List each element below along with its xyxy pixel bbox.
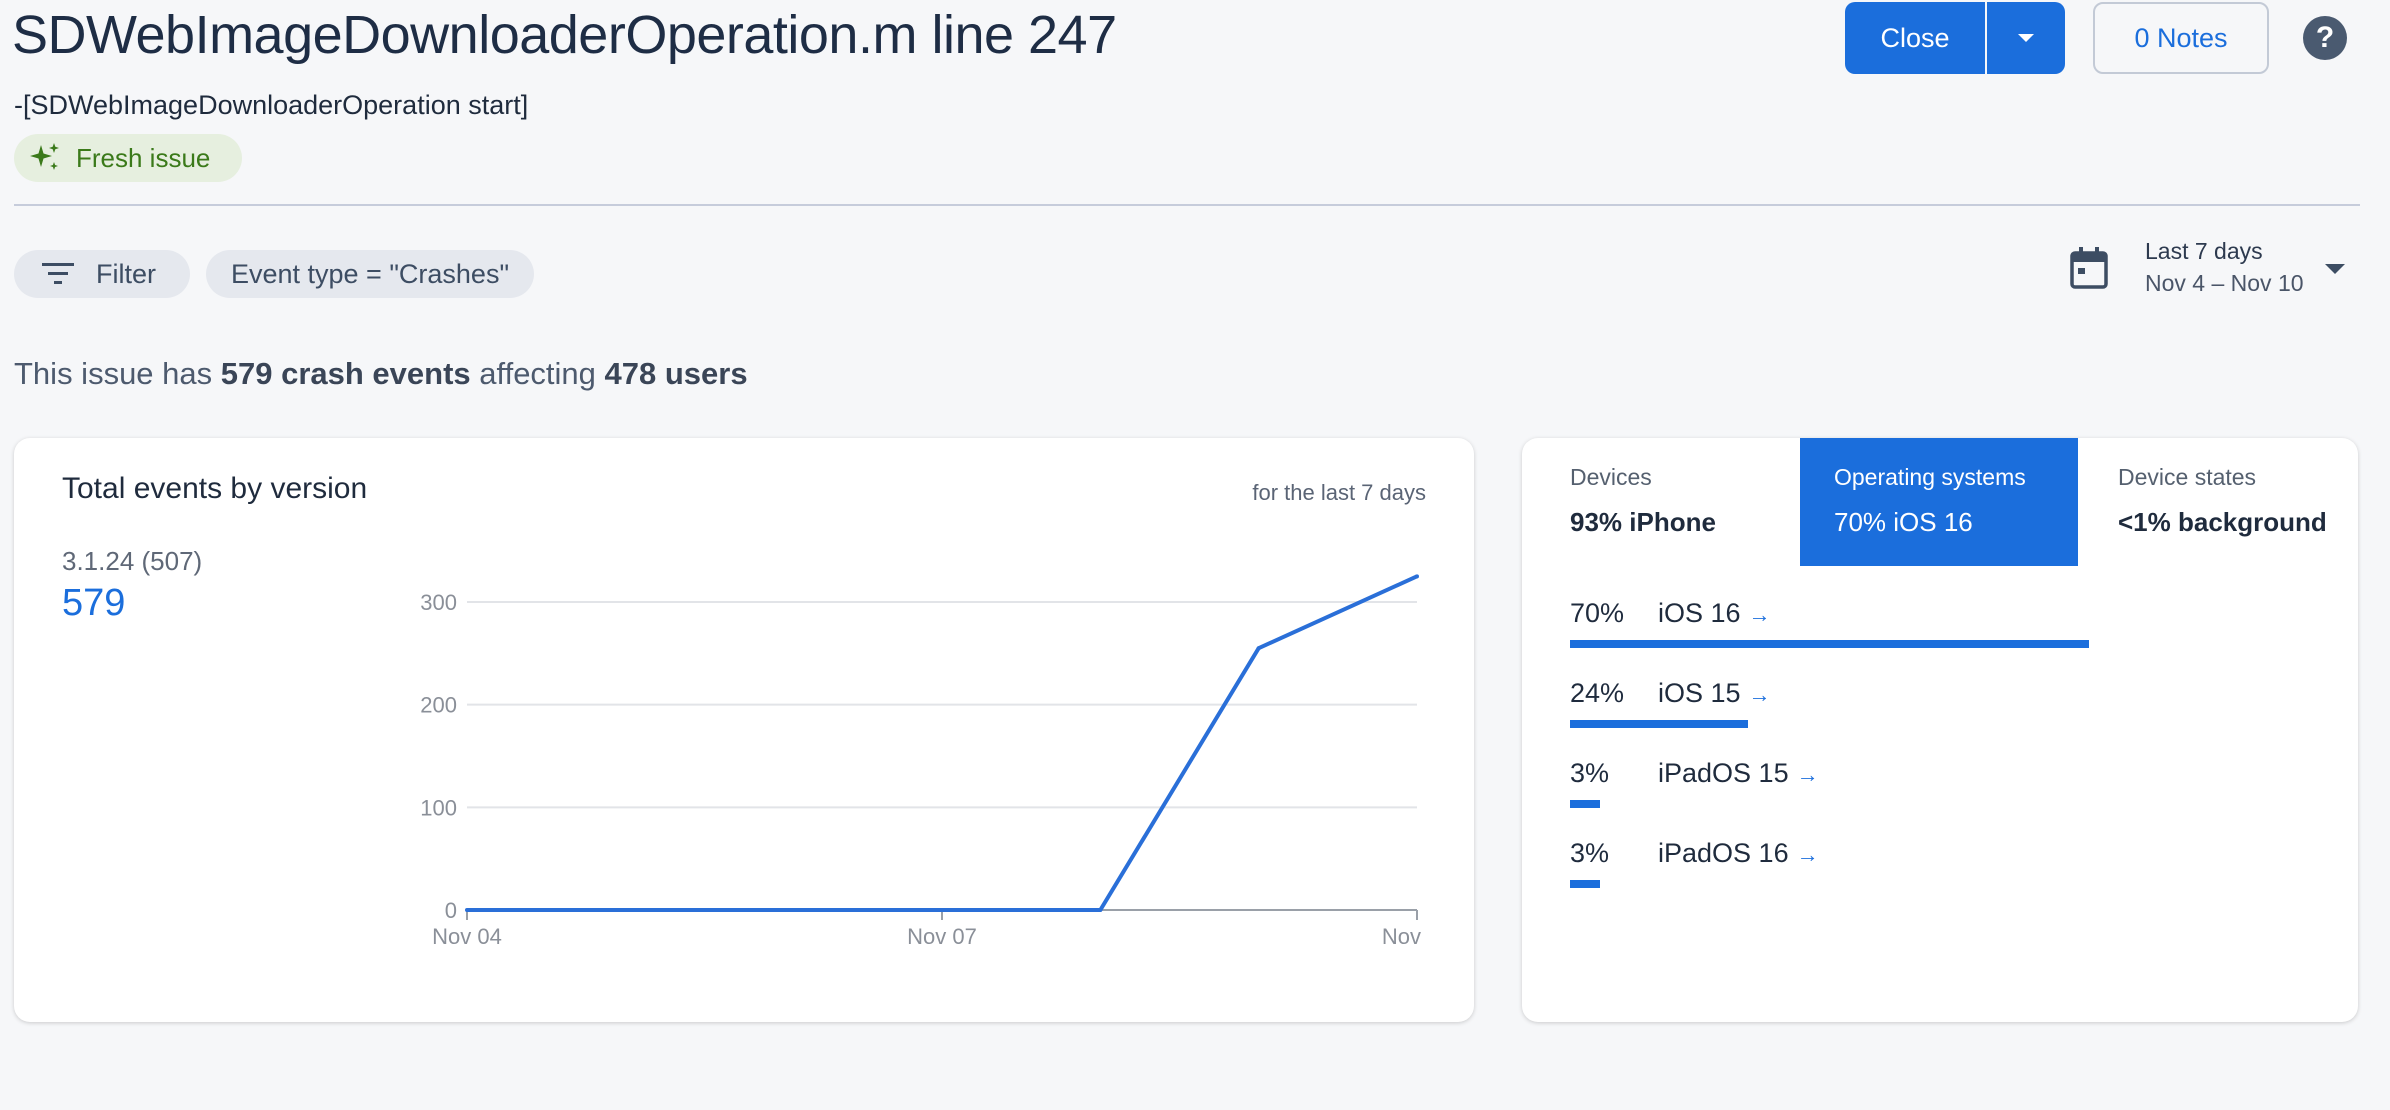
page-title: SDWebImageDownloaderOperation.m line 247: [12, 5, 1117, 65]
tab-operating-systems[interactable]: Operating systems 70% iOS 16: [1800, 438, 2078, 566]
data-point: [1415, 574, 1419, 579]
date-range-label: Last 7 days: [2145, 238, 2263, 264]
issue-summary: This issue has 579 crash events affectin…: [14, 356, 748, 392]
chart-period: for the last 7 days: [1252, 480, 1426, 505]
events-line-chart[interactable]: 0 100 200 300 Nov 04 Nov 07 Nov: [14, 438, 1474, 1022]
data-point: [781, 908, 786, 912]
breakdown-card: Devices 93% iPhone Operating systems 70%…: [1522, 438, 2358, 1022]
os-row-percent: 3%: [1570, 838, 1610, 868]
y-tick-label: 100: [420, 795, 457, 820]
arrow-right-icon: →: [1748, 602, 1771, 627]
event-type-chip[interactable]: Event type = "Crashes": [206, 250, 534, 298]
os-row-name: iPadOS 16: [1658, 838, 1789, 868]
arrow-right-icon: →: [1748, 682, 1771, 707]
os-row-bar: [1570, 720, 1748, 728]
y-tick-label: 200: [420, 693, 457, 718]
data-point: [623, 908, 628, 912]
os-row-name: iOS 15: [1658, 678, 1741, 708]
summary-prefix: This issue has: [14, 356, 221, 391]
version-total: 579: [62, 582, 126, 624]
date-range-picker[interactable]: Last 7 days Nov 4 – Nov 10: [2063, 236, 2363, 306]
data-point: [465, 908, 469, 912]
tab-devices[interactable]: Devices 93% iPhone: [1522, 438, 1800, 566]
os-row-bar: [1570, 640, 2089, 648]
os-row-percent: 70%: [1570, 598, 1625, 628]
notes-button[interactable]: 0 Notes: [2093, 2, 2269, 74]
filter-button[interactable]: Filter: [14, 250, 190, 298]
os-row-name: iPadOS 15: [1658, 758, 1789, 788]
events-by-version-card: Total events by version for the last 7 d…: [14, 438, 1474, 1022]
x-tick-label: Nov 07: [907, 924, 977, 949]
filter-label: Filter: [96, 258, 156, 289]
issue-subtitle: -[SDWebImageDownloaderOperation start]: [14, 90, 529, 120]
x-tick-label: Nov 04: [432, 924, 502, 949]
data-point: [1256, 646, 1261, 651]
os-row-ipados-15[interactable]: 3% iPadOS 15 →: [1570, 758, 2330, 818]
y-tick-label: 0: [445, 898, 457, 923]
close-issue-button[interactable]: Close: [1845, 2, 1985, 74]
tab-category: Operating systems: [1834, 464, 2026, 490]
fresh-issue-badge: Fresh issue: [14, 134, 243, 182]
os-row-name: iOS 16: [1658, 598, 1741, 628]
summary-events: 579 crash events: [220, 356, 471, 391]
series-line: [467, 574, 1418, 912]
close-options-dropdown[interactable]: [1987, 2, 2065, 74]
help-icon[interactable]: ?: [2303, 16, 2347, 60]
os-row-percent: 3%: [1570, 758, 1610, 788]
tab-value: 93% iPhone: [1570, 507, 1716, 537]
os-row-bar: [1570, 800, 1600, 808]
chart-title: Total events by version: [62, 472, 368, 505]
header-divider: [14, 204, 2360, 206]
version-label: 3.1.24 (507): [62, 546, 203, 576]
tab-device-states[interactable]: Device states <1% background: [2078, 438, 2358, 566]
filter-icon: [42, 263, 74, 284]
arrow-right-icon: →: [1796, 842, 1819, 867]
sparkle-icon: [30, 143, 59, 170]
tab-value: <1% background: [2118, 507, 2327, 537]
data-point: [1098, 908, 1103, 912]
caret-down-icon: [2018, 34, 2034, 42]
data-point: [940, 908, 944, 912]
os-row-ios-16[interactable]: 70% iOS 16 →: [1570, 598, 2330, 658]
tab-value: 70% iOS 16: [1834, 507, 1973, 537]
os-row-bar: [1570, 880, 1600, 888]
arrow-right-icon: →: [1796, 762, 1819, 787]
date-range-dates: Nov 4 – Nov 10: [2145, 270, 2304, 296]
fresh-issue-label: Fresh issue: [76, 142, 211, 173]
os-row-ios-15[interactable]: 24% iOS 15 →: [1570, 678, 2330, 738]
tab-category: Device states: [2118, 464, 2257, 490]
y-tick-label: 300: [420, 590, 457, 615]
x-tick-label: Nov: [1382, 924, 1421, 949]
caret-down-icon: [2325, 264, 2345, 274]
os-row-percent: 24%: [1570, 678, 1625, 708]
calendar-icon: [2070, 247, 2108, 289]
os-row-ipados-16[interactable]: 3% iPadOS 16 →: [1570, 838, 2330, 898]
tab-category: Devices: [1570, 464, 1652, 490]
summary-middle: affecting: [470, 356, 605, 391]
summary-users: 478 users: [604, 356, 748, 391]
